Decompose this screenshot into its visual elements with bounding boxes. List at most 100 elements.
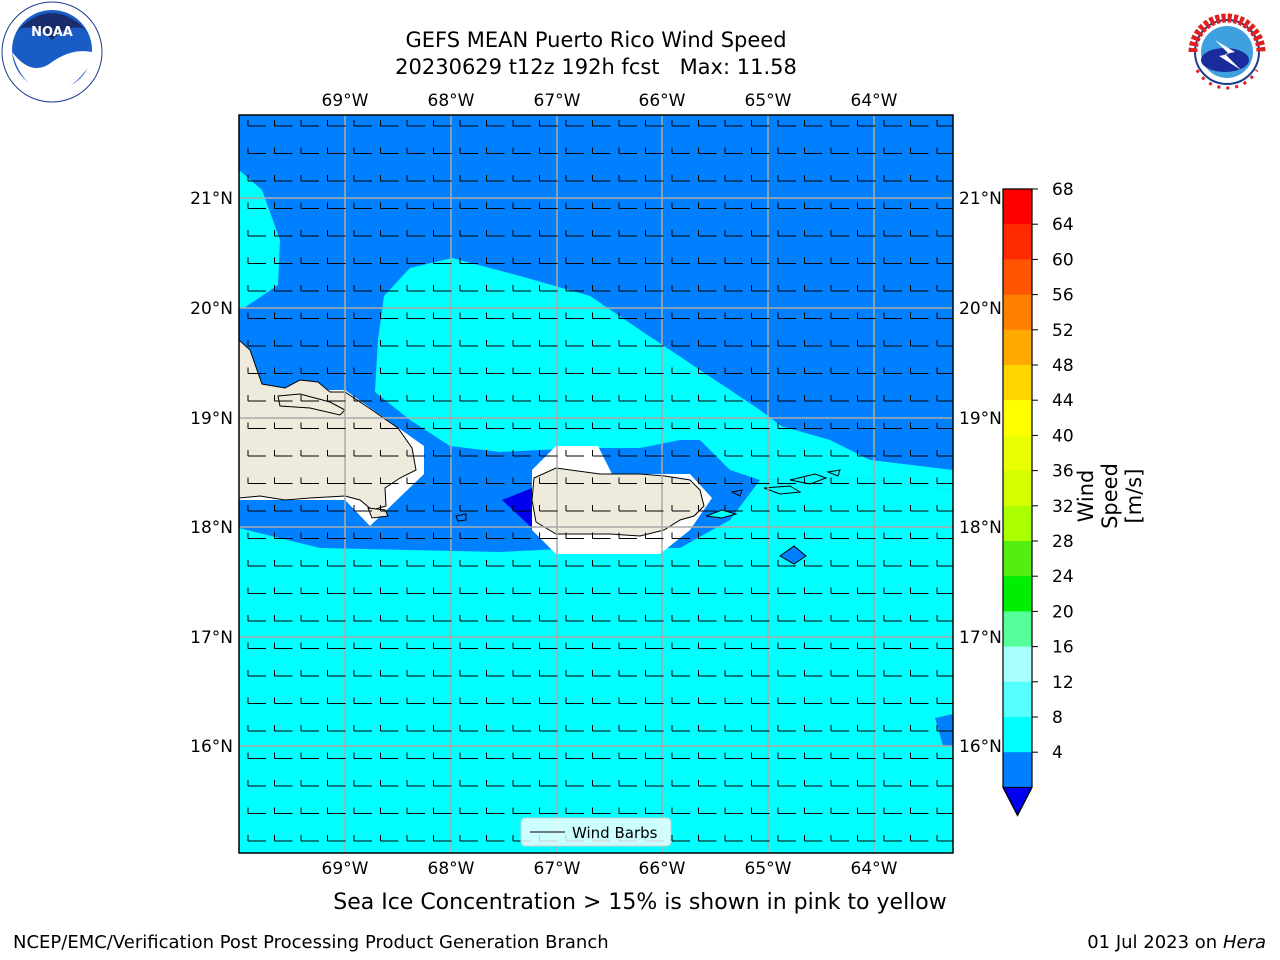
wind-barb [645, 477, 664, 484]
wind-barb [300, 697, 319, 704]
wind-barb [327, 505, 346, 512]
wind-barb [433, 505, 452, 512]
wind-barb [936, 257, 953, 264]
colorbar-tick-label: 28 [1052, 532, 1074, 552]
wind-barb [247, 285, 266, 292]
anegada-island [826, 469, 841, 477]
wind-barb [645, 367, 664, 374]
sea-ice-note: Sea Ice Concentration > 15% is shown in … [333, 890, 947, 915]
wind-barb [512, 752, 531, 759]
colorbar-segment [1003, 259, 1032, 296]
wind-barb [274, 560, 293, 567]
wind-barb [539, 395, 558, 402]
wind-barb [565, 752, 584, 759]
lon-label-top: 69°W [322, 91, 369, 111]
wind-barb [698, 780, 717, 787]
wind-barb [883, 477, 902, 484]
wind-barb [247, 120, 266, 127]
wind-barb [380, 807, 399, 814]
wind-barb [671, 312, 690, 319]
wind-barb [486, 285, 505, 292]
wind-barb [645, 505, 664, 512]
wind-barb [645, 532, 664, 539]
wind-barb [830, 367, 849, 374]
wind-barb [592, 202, 611, 209]
wind-barb [830, 505, 849, 512]
wind-barb [724, 175, 743, 182]
wind-barb [618, 202, 637, 209]
colorbar-segment [1003, 329, 1032, 366]
lat-label-left: 20°N [190, 299, 233, 319]
colorbar-tick-label: 24 [1052, 567, 1074, 587]
wind-barb [804, 147, 823, 154]
colorbar-tick-label: 64 [1052, 215, 1074, 235]
wind-barb [751, 532, 770, 539]
wind-barb [327, 202, 346, 209]
wind-barb [830, 422, 849, 429]
lon-labels-bottom: 69°W 68°W 67°W 66°W 65°W 64°W [322, 859, 898, 879]
wind-barb [486, 230, 505, 237]
wind-barb [380, 450, 399, 457]
wind-barb [618, 505, 637, 512]
wind-barb [459, 450, 478, 457]
colorbar-segment [1003, 646, 1032, 683]
wind-barb [830, 175, 849, 182]
wind-barb [724, 450, 743, 457]
wind-barb [618, 615, 637, 622]
wind-barb [751, 367, 770, 374]
wind-barb [539, 450, 558, 457]
wind-barb [671, 120, 690, 127]
wind-barb [804, 615, 823, 622]
wind-barb [804, 670, 823, 677]
wind-barb [777, 312, 796, 319]
wind-barb [565, 697, 584, 704]
wind-barb [777, 422, 796, 429]
wind-barb [433, 120, 452, 127]
wind-barb [539, 752, 558, 759]
wind-barb [539, 285, 558, 292]
colorbar-segment [1003, 752, 1032, 788]
wind-barb [910, 367, 929, 374]
wind-barb [380, 752, 399, 759]
wind-barb [857, 285, 876, 292]
wind-barb [857, 752, 876, 759]
wind-barb [300, 807, 319, 814]
wind-barb [380, 532, 399, 539]
wind-barb [353, 230, 372, 237]
wind-barb [512, 395, 531, 402]
wind-barb [353, 285, 372, 292]
wind-barb [883, 642, 902, 649]
wind-barb [883, 147, 902, 154]
wind-barb [936, 505, 953, 512]
wind-barb [857, 697, 876, 704]
vieques-island [705, 509, 738, 519]
wind-barb [883, 725, 902, 732]
wind-barb [804, 340, 823, 347]
wind-barb [512, 505, 531, 512]
wind-barb [327, 587, 346, 594]
wind-barb [777, 532, 796, 539]
wind-barb [247, 587, 266, 594]
wind-barb [936, 120, 953, 127]
wind-barb [327, 147, 346, 154]
wind-barb-legend: Wind Barbs [520, 817, 672, 847]
wind-barb [777, 450, 796, 457]
wind-barb [380, 230, 399, 237]
wind-barb [406, 477, 425, 484]
wind-barb [671, 450, 690, 457]
wind-barb [433, 340, 452, 347]
lat-label-right: 18°N [959, 518, 1002, 538]
wind-barb [459, 587, 478, 594]
wind-barb [512, 587, 531, 594]
wind-barb [698, 230, 717, 237]
wind-barb [433, 367, 452, 374]
wind-barb [300, 312, 319, 319]
wind-barb [777, 340, 796, 347]
wind-barb [565, 285, 584, 292]
colorbar-segment [1003, 435, 1032, 472]
wind-barb [698, 505, 717, 512]
chart-title-line1: GEFS MEAN Puerto Rico Wind Speed [405, 28, 787, 52]
wind-barb [698, 670, 717, 677]
wind-barb [883, 697, 902, 704]
wind-barb [353, 615, 372, 622]
